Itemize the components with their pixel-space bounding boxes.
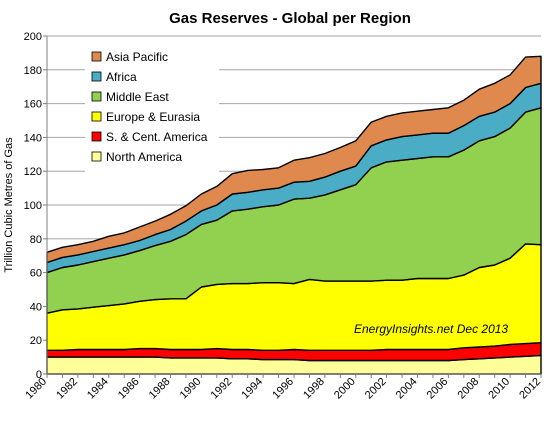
legend-label: Asia Pacific	[106, 50, 168, 64]
x-tick-label: 1984	[85, 376, 111, 402]
x-tick-label: 1986	[116, 376, 142, 402]
legend-swatch	[91, 151, 102, 162]
y-tick-label: 180	[24, 65, 42, 77]
x-tick-label: 2012	[517, 376, 543, 402]
legend-swatch	[91, 111, 102, 122]
y-tick-label: 0	[36, 369, 42, 381]
x-tick-label: 1998	[301, 376, 327, 402]
stacked-areas	[46, 55, 542, 375]
y-tick-label: 80	[30, 234, 42, 246]
y-axis-label: Trillion Cubic Metres of Gas	[3, 137, 15, 273]
x-tick-label: 2002	[363, 376, 389, 402]
x-tick-labels: 1980 1982 1984 1986 1988 1990 1992 1994 1996 1998…	[23, 376, 543, 402]
legend: Asia Pacific Africa Middle East Europe & Eu…	[91, 50, 208, 164]
legend-label: North America	[106, 150, 182, 164]
legend-swatch	[91, 71, 102, 82]
y-tick-labels: 0 20 40 60 80 100 120 140 160 180 200	[24, 31, 42, 381]
x-tick-label: 2006	[425, 376, 451, 402]
legend-label: S. & Cent. America	[106, 130, 208, 144]
x-tick-label: 2010	[486, 376, 512, 402]
x-tick-label: 1990	[178, 376, 204, 402]
legend-label: Middle East	[106, 90, 169, 104]
y-tick-label: 20	[30, 335, 42, 347]
y-tick-label: 200	[24, 31, 42, 43]
y-tick-label: 100	[24, 200, 42, 212]
x-tick-label: 1996	[270, 376, 296, 402]
chart-title: Gas Reserves - Global per Region	[169, 10, 411, 27]
legend-swatch	[91, 131, 102, 142]
chart-annotation: EnergyInsights.net Dec 2013	[354, 322, 508, 336]
x-tick-label: 2004	[394, 376, 420, 402]
y-tick-label: 120	[24, 166, 42, 178]
legend-swatch	[91, 51, 102, 62]
axes	[43, 35, 542, 378]
y-tick-label: 60	[30, 268, 42, 280]
legend-background	[85, 43, 219, 174]
legend-swatch	[91, 91, 102, 102]
x-tick-label: 1994	[239, 376, 265, 402]
x-tick-label: 2008	[456, 376, 482, 402]
legend-label: Africa	[106, 70, 137, 84]
x-tick-label: 1982	[54, 376, 80, 402]
x-tick-label: 1980	[23, 376, 49, 402]
y-tick-label: 140	[24, 132, 42, 144]
x-tick-label: 2000	[332, 376, 358, 402]
x-tick-label: 1992	[209, 376, 235, 402]
y-tick-label: 40	[30, 301, 42, 313]
y-tick-label: 160	[24, 99, 42, 111]
legend-label: Europe & Eurasia	[106, 110, 200, 124]
x-tick-label: 1988	[147, 376, 173, 402]
area-asia-pacific	[46, 55, 542, 264]
